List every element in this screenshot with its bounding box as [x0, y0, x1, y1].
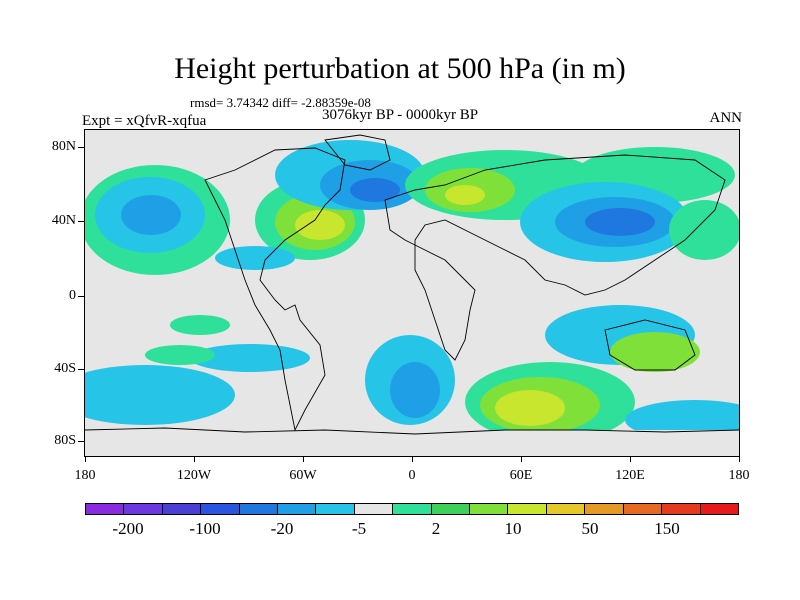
- map-panel: [55, 129, 765, 457]
- period-label: 3076kyr BP - 0000kyr BP: [322, 107, 479, 123]
- colorbar-label: -5: [351, 519, 367, 538]
- colorbar-swatch: [546, 504, 586, 514]
- antarctic-band: [85, 430, 739, 456]
- contour-asia-darkblue: [585, 208, 655, 236]
- coast-americas: [204, 147, 346, 432]
- colorbar-swatch: [86, 504, 125, 514]
- colorbar-swatch: [508, 504, 547, 514]
- colorbar-swatch: [431, 504, 471, 514]
- lon-label: 180: [728, 468, 750, 483]
- y-tick: [78, 147, 84, 148]
- lon-label: 0: [408, 468, 416, 483]
- colorbar-swatch: [354, 504, 394, 514]
- colorbar-swatch: [239, 504, 279, 514]
- lat-label: 80S: [54, 433, 76, 448]
- experiment-label: Expt = xQfvR-xqfua: [82, 113, 207, 129]
- x-tick: [194, 457, 195, 462]
- lon-label: 60E: [509, 468, 533, 483]
- season-label: ANN: [709, 110, 743, 126]
- colorbar: [85, 503, 739, 515]
- colorbar-swatch: [162, 504, 202, 514]
- colorbar-swatch: [623, 504, 663, 514]
- contour-satl-blue: [390, 362, 440, 418]
- y-tick: [78, 441, 84, 442]
- colorbar-label: 2: [431, 519, 441, 538]
- contour-sio-yellow: [495, 390, 565, 426]
- y-tick: [78, 296, 84, 297]
- colorbar-label: -100: [189, 519, 221, 538]
- y-tick: [78, 221, 84, 222]
- x-tick: [412, 457, 413, 462]
- colorbar-label: 50: [581, 519, 599, 538]
- lon-label: 120E: [615, 468, 645, 483]
- lat-label: 80N: [51, 139, 76, 154]
- colorbar-swatch: [316, 504, 355, 514]
- x-tick: [303, 457, 304, 462]
- contour-spac-green: [170, 315, 230, 335]
- lon-label: 180: [74, 468, 96, 483]
- colorbar-swatch: [470, 504, 509, 514]
- contour-aus-green: [610, 332, 700, 372]
- contour-wpac-green: [669, 200, 741, 260]
- colorbar-swatch: [278, 504, 317, 514]
- coast-australia: [604, 319, 696, 371]
- x-tick: [85, 457, 86, 462]
- lat-label: 40S: [54, 361, 76, 376]
- colorbar-swatch: [393, 504, 432, 514]
- colorbar-label: -200: [112, 519, 144, 538]
- lon-label: 60W: [289, 468, 317, 483]
- coastlines: [84, 134, 740, 435]
- y-tick: [78, 369, 84, 370]
- colorbar-swatch: [201, 504, 240, 514]
- contour-eur-yellow: [445, 185, 485, 205]
- map-svg: [55, 130, 765, 456]
- x-tick: [739, 457, 740, 462]
- contour-gulf-cyan: [215, 246, 295, 270]
- colorbar-label: -20: [270, 519, 294, 538]
- lat-label: 0: [69, 288, 76, 303]
- coast-antarctica: [84, 427, 740, 435]
- contour-npac-blue: [121, 195, 181, 235]
- contour-spac-green2: [145, 345, 215, 365]
- colorbar-label: 10: [504, 519, 522, 538]
- plot-title: Height perturbation at 500 hPa (in m): [174, 52, 626, 85]
- lat-label: 40N: [51, 213, 76, 228]
- colorbar-swatch: [124, 504, 163, 514]
- coast-eurasia-africa: [384, 154, 726, 361]
- contour-na-yellow: [295, 210, 345, 240]
- contour-so-cyan-west: [55, 365, 235, 425]
- colorbar-swatch: [662, 504, 701, 514]
- stats-line: rmsd= 3.74342 diff= -2.88359e-08: [190, 95, 371, 110]
- lon-label: 120W: [176, 468, 212, 483]
- colorbar-swatch: [700, 504, 738, 514]
- x-tick: [521, 457, 522, 462]
- colorbar-swatch: [585, 504, 624, 514]
- contour-atl-darkblue: [350, 178, 400, 202]
- coast-greenland: [324, 134, 391, 171]
- colorbar-label: 150: [654, 519, 680, 538]
- x-tick: [630, 457, 631, 462]
